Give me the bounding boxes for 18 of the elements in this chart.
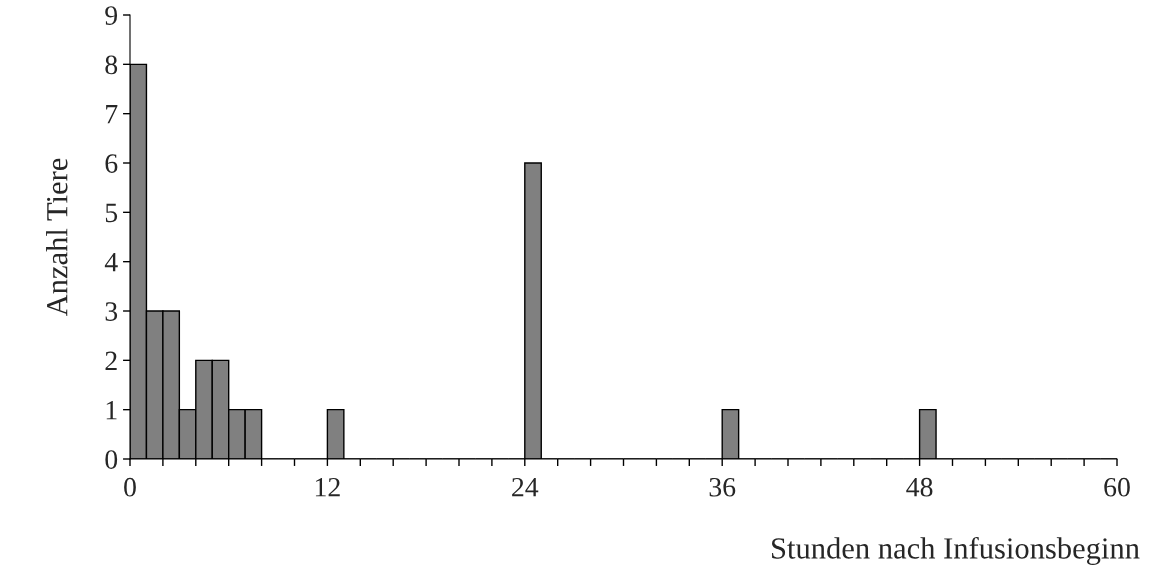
y-tick-label: 7 <box>106 105 118 124</box>
x-tick-label: 36 <box>709 477 736 497</box>
y-tick-label: 6 <box>105 154 118 173</box>
x-tick-label: 48 <box>906 477 933 497</box>
x-tick-label: 12 <box>315 477 340 497</box>
y-tick-label: 2 <box>105 351 117 370</box>
y-tick-label: 9 <box>105 6 118 25</box>
y-tick-label: 0 <box>105 450 118 469</box>
y-tick-label: 8 <box>105 55 118 75</box>
x-tick-label: 0 <box>124 477 136 497</box>
x-tick-label: 24 <box>512 477 539 497</box>
y-tick-label: 1 <box>106 400 117 420</box>
y-tick-label: 3 <box>105 302 118 321</box>
x-tick-label: 60 <box>1104 477 1130 497</box>
y-tick-label: 5 <box>105 203 118 223</box>
x-axis-title: Stunden nach Infusionsbeginn <box>772 536 1140 565</box>
y-tick-label: 4 <box>104 253 118 272</box>
y-axis-title: Anzahl Tiere <box>46 158 68 317</box>
